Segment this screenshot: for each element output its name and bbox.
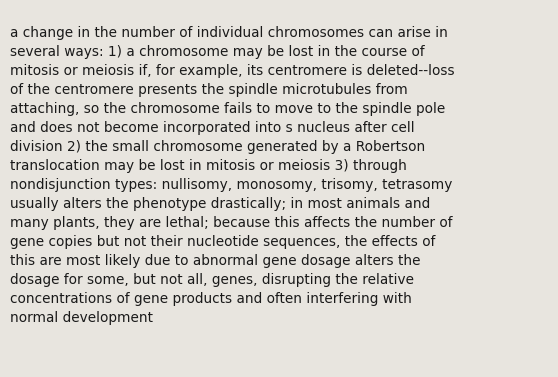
Text: a change in the number of individual chromosomes can arise in
several ways: 1) a: a change in the number of individual chr… <box>10 26 455 325</box>
